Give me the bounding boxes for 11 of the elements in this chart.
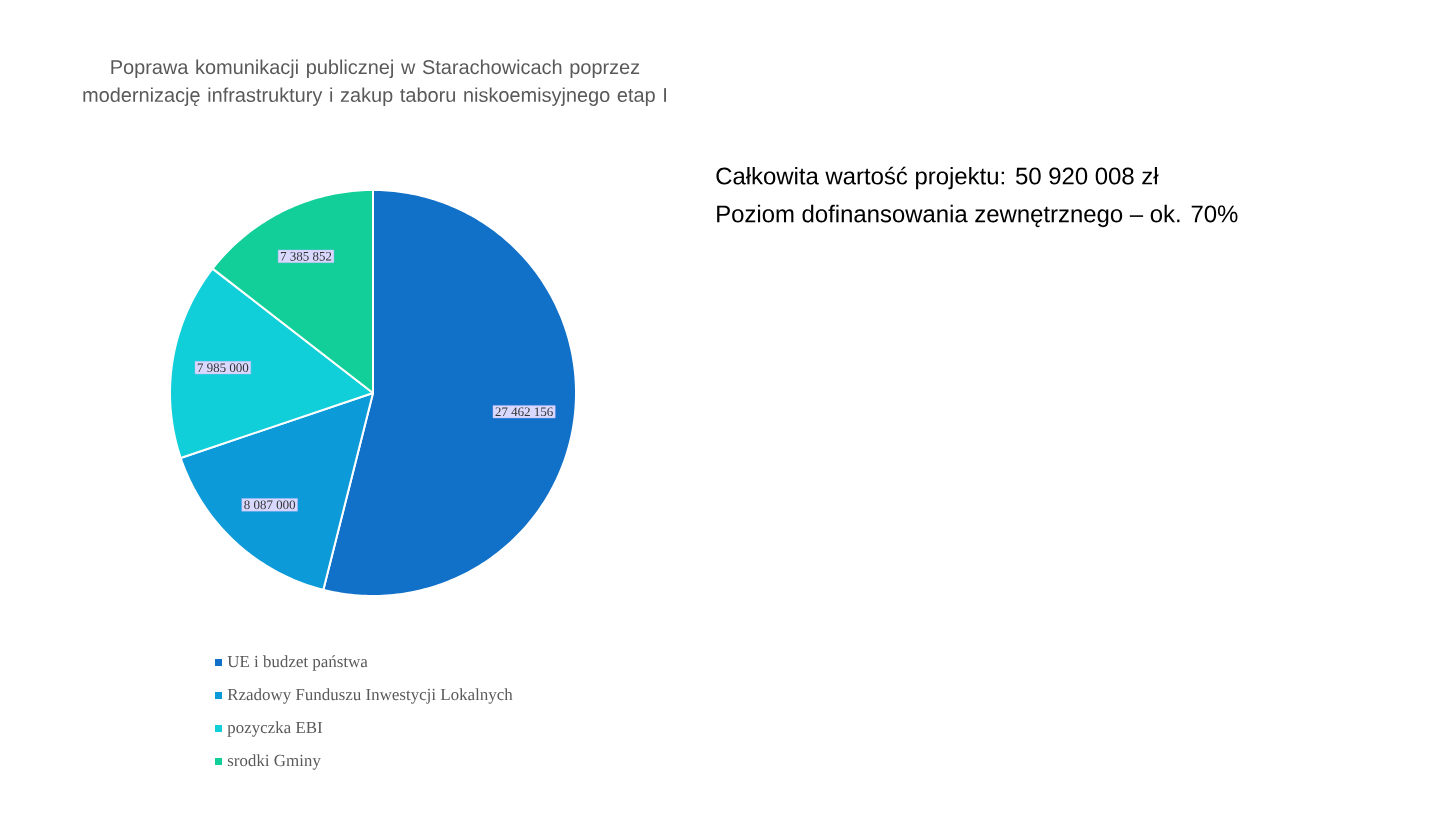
data-label: 7 385 852 bbox=[280, 251, 332, 261]
chart-title: Poprawa komunikacji publicznej w Starachowicach poprzez modernizację infrastruktury i zakup taboru niskoemisyjnego etap I bbox=[83, 59, 666, 106]
text: Poziom dofinansowania zewnętrznego – ok. 70% bbox=[717, 204, 1238, 228]
data-label: 8 087 000 bbox=[244, 500, 296, 510]
data-label: 7 985 000 bbox=[197, 363, 249, 373]
legend-label: pozyczka EBI bbox=[227, 721, 323, 737]
text: Całkowita wartość projektu: 50 920 008 zł bbox=[716, 166, 1159, 190]
data-label: 27 462 156 bbox=[495, 407, 553, 417]
legend-label: Rzadowy Funduszu Inwestycji Lokalnych bbox=[227, 688, 513, 704]
legend-label: srodki Gminy bbox=[227, 754, 321, 770]
legend-label: UE i budzet państwa bbox=[227, 655, 368, 671]
